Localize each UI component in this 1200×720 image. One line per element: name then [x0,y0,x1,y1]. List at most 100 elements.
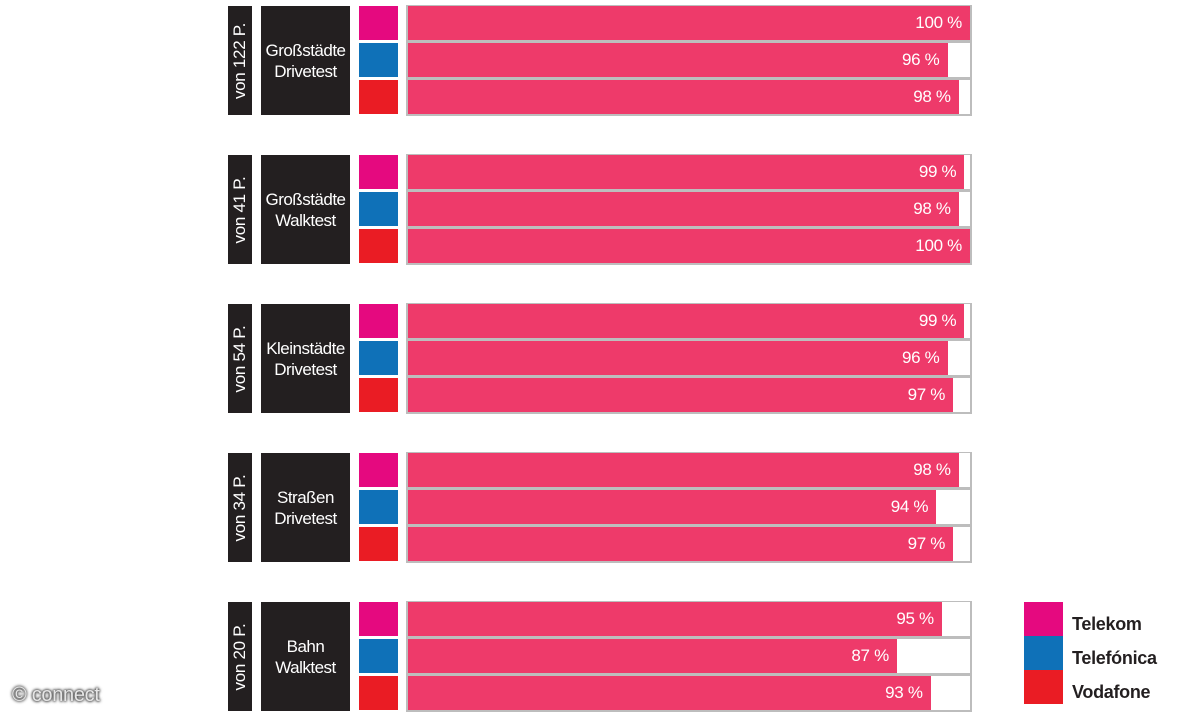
bar-track: 100 % 96 % 98 % [406,5,972,116]
bar-value-label: 95 % [896,609,934,628]
bar-row-telefonica: 98 % [408,192,970,226]
bar-value-label: 99 % [918,311,957,330]
swatch-telefonica [359,490,398,524]
bar-fill: 97 % [408,378,954,412]
bar-fill: 97 % [408,527,954,561]
category-label-line: Kleinstädte [266,338,345,358]
legend-swatch-telekom [1024,602,1063,636]
category-label-line: Drivetest [274,61,337,81]
bar-value-label: 94 % [890,497,929,516]
category-label-line: Großstädte [265,189,346,209]
bar-value-label: 97 % [907,534,946,553]
category-label-box: Großstädte Drivetest [261,6,350,115]
bar-track: 95 % 87 % 93 % [406,601,972,712]
points-tab: von 122 P. [228,6,252,115]
category-label-line: Drivetest [274,359,337,379]
operator-swatches [359,602,398,711]
swatch-telefonica [359,192,398,226]
copyright-watermark: © connect [12,684,100,706]
bar-group: von 41 P. Großstädte Walktest 99 % 98 % 100 % [228,154,973,265]
legend-swatch-telefonica [1024,636,1063,670]
points-label: von 54 P. [230,325,249,392]
bar-fill: 98 % [408,453,959,487]
category-label-box: Kleinstädte Drivetest [261,304,350,413]
bar-row-telekom: 99 % [408,304,970,338]
bar-row-telekom: 99 % [408,155,970,189]
bar-value-label: 96 % [901,348,940,367]
bar-row-telekom: 98 % [408,453,970,487]
points-tab: von 41 P. [228,155,252,264]
legend-label: Telefónica [1072,648,1157,668]
swatch-vodafone [359,676,398,710]
bar-row-vodafone: 97 % [408,527,970,561]
swatch-vodafone [359,229,398,263]
bar-fill: 98 % [408,80,959,114]
bar-value-label: 96 % [901,50,940,69]
bar-value-label: 97 % [907,385,946,404]
swatch-telekom [359,453,398,487]
points-tab: von 34 P. [228,453,252,562]
swatch-vodafone [359,527,398,561]
category-label-line: Walktest [275,657,336,677]
swatch-vodafone [359,80,398,114]
points-label: von 122 P. [230,22,249,99]
bar-group: von 34 P. Straßen Drivetest 98 % 94 % 97 % [228,452,973,563]
bar-row-telefonica: 87 % [408,639,970,673]
legend-label: Vodafone [1072,682,1151,702]
category-label-line: Walktest [275,210,336,230]
legend-label: Telekom [1072,614,1142,634]
bar-group: von 122 P. Großstädte Drivetest 100 % 96 % 98… [228,5,973,116]
bar-fill: 100 % [408,229,970,263]
swatch-telekom [359,6,398,40]
operator-swatches [359,155,398,264]
bar-group: von 54 P. Kleinstädte Drivetest 99 % 96 % 97 … [228,303,973,414]
category-label-box: Großstädte Walktest [261,155,350,264]
swatch-telekom [359,304,398,338]
bar-group: von 20 P. Bahn Walktest 95 % 87 % 93 % [228,601,973,712]
bar-fill: 99 % [408,155,965,189]
category-label-line: Straßen [277,487,334,507]
bar-row-vodafone: 93 % [408,676,970,710]
swatch-telefonica [359,341,398,375]
swatch-telefonica [359,639,398,673]
bar-fill: 96 % [408,341,948,375]
bar-fill: 93 % [408,676,931,710]
bar-track: 99 % 96 % 97 % [406,303,972,414]
bar-value-label: 100 % [915,13,962,32]
bar-value-label: 98 % [913,87,951,106]
swatch-telefonica [359,43,398,77]
bar-fill: 100 % [408,6,970,40]
bar-fill: 94 % [408,490,937,524]
legend-swatch-vodafone [1024,670,1063,704]
bar-row-telefonica: 96 % [408,341,970,375]
bar-fill: 99 % [408,304,965,338]
bar-value-label: 93 % [885,683,923,702]
bar-row-telekom: 95 % [408,602,970,636]
swatch-telekom [359,602,398,636]
category-label-line: Drivetest [274,508,337,528]
points-label: von 20 P. [230,623,249,690]
bar-track: 98 % 94 % 97 % [406,452,972,563]
points-tab: von 20 P. [228,602,252,711]
operator-swatches [359,304,398,413]
bar-fill: 95 % [408,602,942,636]
bar-value-label: 87 % [851,646,889,665]
swatch-vodafone [359,378,398,412]
bar-row-telefonica: 94 % [408,490,970,524]
category-label-box: Straßen Drivetest [261,453,350,562]
points-label: von 41 P. [230,176,249,243]
bar-value-label: 99 % [918,162,957,181]
operator-swatches [359,453,398,562]
bar-row-vodafone: 100 % [408,229,970,263]
bar-row-vodafone: 98 % [408,80,970,114]
bar-row-telekom: 100 % [408,6,970,40]
bar-value-label: 98 % [913,460,951,479]
bar-fill: 98 % [408,192,959,226]
bar-fill: 87 % [408,639,897,673]
operator-swatches [359,6,398,115]
category-label-box: Bahn Walktest [261,602,350,711]
category-label-line: Bahn [286,636,325,656]
bar-value-label: 98 % [913,199,951,218]
bar-track: 99 % 98 % 100 % [406,154,972,265]
bar-fill: 96 % [408,43,948,77]
